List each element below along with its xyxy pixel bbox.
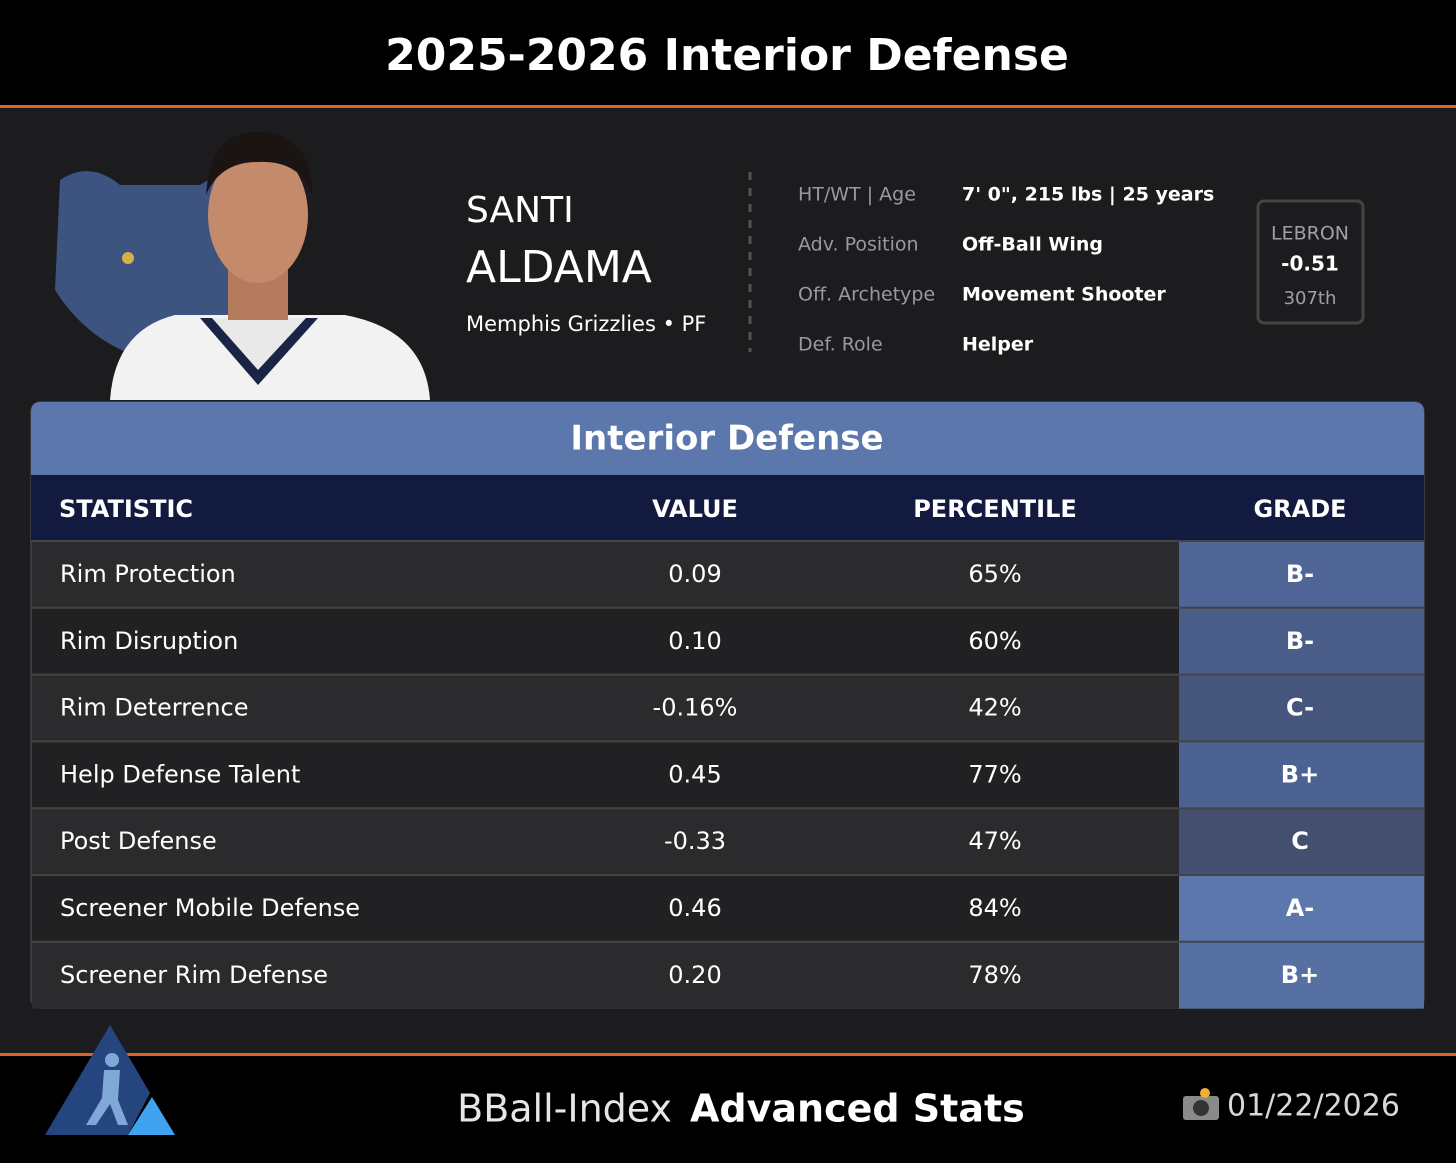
player-info: HT/WT | Age 7' 0", 215 lbs | 25 years Adv.… bbox=[798, 184, 1214, 356]
lebron-rank: 307th bbox=[1284, 288, 1337, 309]
cell-text: Rim Disruption bbox=[60, 627, 238, 655]
grade-cell bbox=[1179, 741, 1424, 809]
cell-text: 78% bbox=[968, 961, 1021, 989]
grade-cell bbox=[1179, 808, 1424, 875]
cell-text: 0.46 bbox=[668, 894, 721, 922]
header-rule bbox=[0, 105, 1456, 108]
cell-text: -0.33 bbox=[664, 827, 726, 855]
cell-text: 0.10 bbox=[668, 627, 721, 655]
grade: B- bbox=[1286, 560, 1314, 588]
lebron-label: LEBRON bbox=[1271, 223, 1349, 245]
grade-cell bbox=[1179, 674, 1424, 742]
info-label: Def. Role bbox=[798, 334, 883, 356]
header-bar bbox=[0, 0, 1456, 106]
column-header: GRADE bbox=[1253, 495, 1346, 523]
camera-icon bbox=[1183, 1088, 1219, 1120]
lebron-box bbox=[1256, 199, 1365, 325]
table-title-bar bbox=[31, 402, 1424, 475]
grade: B+ bbox=[1281, 961, 1319, 989]
info-label: HT/WT | Age bbox=[798, 184, 916, 206]
grade: C- bbox=[1286, 694, 1314, 722]
cell-text: 60% bbox=[968, 627, 1021, 655]
player-team: Memphis Grizzlies • PF bbox=[466, 312, 706, 336]
grade: C bbox=[1291, 827, 1309, 855]
grade-cell bbox=[1179, 875, 1424, 942]
footer-tagline: Advanced Stats bbox=[690, 1087, 1025, 1131]
info-label: Adv. Position bbox=[798, 234, 919, 256]
footer-date: 01/22/2026 bbox=[1227, 1089, 1400, 1124]
cell-text: 0.09 bbox=[668, 560, 721, 588]
cell-text: 65% bbox=[968, 560, 1021, 588]
footer-rule bbox=[0, 1053, 1456, 1056]
cell-text: -0.16% bbox=[653, 694, 738, 722]
table-header bbox=[31, 475, 1424, 540]
table-title: Interior Defense bbox=[570, 419, 883, 459]
info-value: Helper bbox=[962, 334, 1034, 356]
info-value: 7' 0", 215 lbs | 25 years bbox=[962, 184, 1214, 206]
footer-brand: BBall-Index bbox=[457, 1087, 672, 1131]
brand-logo bbox=[45, 1025, 175, 1135]
lebron-value: -0.51 bbox=[1281, 252, 1339, 276]
column-header: VALUE bbox=[652, 495, 738, 523]
column-header: PERCENTILE bbox=[913, 495, 1077, 523]
cell-text: 84% bbox=[968, 894, 1021, 922]
info-value: Off-Ball Wing bbox=[962, 234, 1103, 256]
player-photo bbox=[110, 131, 430, 400]
info-label: Off. Archetype bbox=[798, 284, 935, 306]
cell-text: Help Defense Talent bbox=[60, 760, 300, 788]
grade: B- bbox=[1286, 627, 1314, 655]
grade-cell bbox=[1179, 607, 1424, 675]
cell-text: Rim Protection bbox=[60, 560, 236, 588]
info-value: Movement Shooter bbox=[962, 284, 1166, 306]
page-title: 2025-2026 Interior Defense bbox=[385, 30, 1069, 81]
cell-text: Screener Mobile Defense bbox=[60, 894, 360, 922]
grade: A- bbox=[1286, 894, 1315, 922]
column-header: STATISTIC bbox=[59, 495, 193, 523]
cell-text: 0.20 bbox=[668, 961, 721, 989]
cell-text: Rim Deterrence bbox=[60, 694, 249, 722]
player-first-name: SANTI bbox=[466, 190, 574, 231]
cell-text: Screener Rim Defense bbox=[60, 961, 328, 989]
table-body: STATISTIC VALUE PERCENTILE GRADE Rim Protect… bbox=[31, 495, 1424, 1009]
cell-text: 47% bbox=[968, 827, 1021, 855]
grade: B+ bbox=[1281, 760, 1319, 788]
cell-text: 0.45 bbox=[668, 760, 721, 788]
cell-text: 42% bbox=[968, 694, 1021, 722]
cell-text: 77% bbox=[968, 760, 1021, 788]
team-logo bbox=[55, 171, 250, 361]
grade-cell bbox=[1179, 541, 1424, 608]
grade-cell bbox=[1179, 941, 1424, 1009]
player-last-name: ALDAMA bbox=[466, 242, 652, 293]
cell-text: Post Defense bbox=[60, 827, 217, 855]
